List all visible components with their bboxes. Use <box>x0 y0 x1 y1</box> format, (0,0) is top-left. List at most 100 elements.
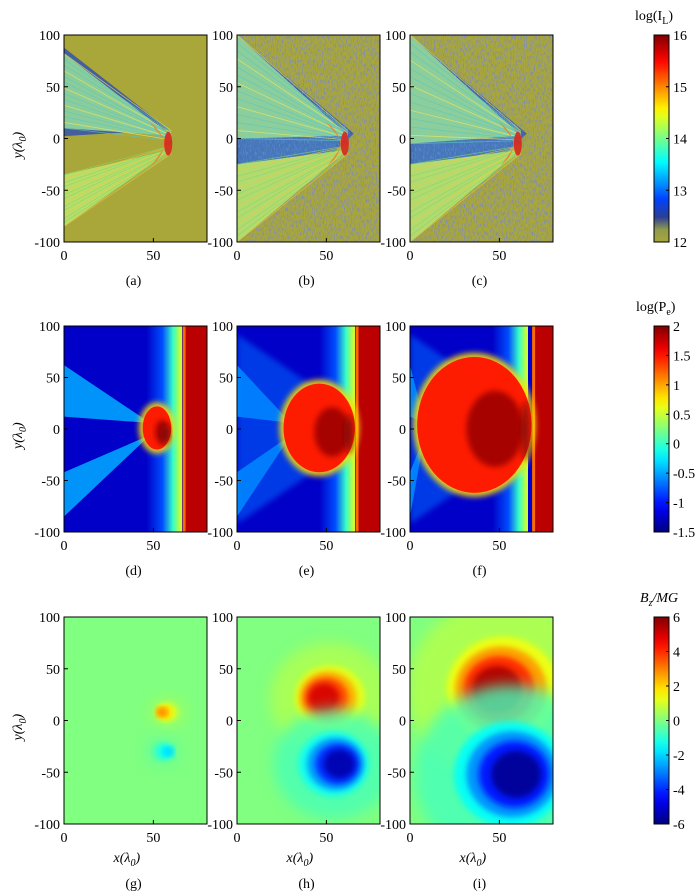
colorbar-label: log(IL) <box>635 9 673 27</box>
beam-streak <box>237 152 349 231</box>
beam-streak <box>64 153 172 227</box>
beam-streak <box>237 42 349 132</box>
y-tick-label: 50 <box>219 663 233 678</box>
colorbar-tick-label: 0 <box>673 715 680 730</box>
beam-streak <box>410 134 521 141</box>
beam-streak <box>237 152 349 237</box>
beam-streak <box>237 82 348 136</box>
panel-caption: (e) <box>299 564 315 579</box>
beam-streak <box>64 59 172 132</box>
colorbar-tick-label: -6 <box>673 818 685 833</box>
panel-caption: (h) <box>298 877 315 892</box>
beam-streak <box>237 150 349 213</box>
panel-caption: (a) <box>126 274 142 289</box>
y-tick-label: 100 <box>385 320 406 335</box>
target-slab <box>185 326 207 532</box>
x-axis-label: x(λ0) <box>459 851 487 869</box>
beam-streak <box>64 53 172 131</box>
x-axis-label: x(λ0) <box>286 851 314 869</box>
y-tick-label: 50 <box>46 81 60 96</box>
beam-streak <box>410 150 522 213</box>
colorbar-tick-label: 15 <box>673 81 687 96</box>
beam-streak <box>410 149 522 207</box>
beam-streak <box>237 149 348 201</box>
beam-streak <box>64 116 172 140</box>
pressure-map <box>410 326 553 532</box>
pressure-map <box>64 326 207 532</box>
panel-caption: (c) <box>472 274 488 289</box>
beam-streak <box>237 58 349 134</box>
beam-streak <box>410 68 522 135</box>
beam-streak <box>237 153 349 242</box>
y-axis-label-text: y(λ0) <box>11 132 29 161</box>
x-tick-label: 0 <box>61 249 68 264</box>
heated-wedge <box>237 334 316 524</box>
focal-peak <box>340 131 349 156</box>
y-tick-label: -50 <box>387 475 406 490</box>
y-tick-label: 100 <box>212 320 233 335</box>
beam-streak <box>64 99 172 138</box>
beam-streak <box>410 43 522 132</box>
colorbar-tick-label: -1 <box>673 497 685 512</box>
y-tick-label: 0 <box>226 133 233 148</box>
panel-caption: (b) <box>298 274 315 289</box>
beam-streak <box>410 35 522 131</box>
x-tick-label: 0 <box>61 539 68 554</box>
negative-field-lobe <box>163 747 174 756</box>
x-tick-label: 50 <box>146 539 160 554</box>
intensity-map <box>237 35 380 242</box>
upper-beam-channel <box>64 365 151 423</box>
beam-streak <box>64 150 172 207</box>
colorbar-tick-label: 2 <box>673 680 680 695</box>
beam-streak <box>237 66 349 135</box>
beam-streak <box>410 153 522 242</box>
x-tick-label: 0 <box>407 249 414 264</box>
beam-streak <box>237 50 349 133</box>
beam-streak <box>410 147 521 189</box>
x-tick-label: 0 <box>407 831 414 846</box>
lower-beam <box>237 149 348 242</box>
y-tick-label: 0 <box>53 133 60 148</box>
beam-streak <box>410 93 521 137</box>
y-tick-label: -50 <box>214 184 233 199</box>
y-tick-label: -100 <box>380 236 406 251</box>
colorbar-2: 2 1.5 1 0.5 0 -0.5 -1 -1.5 log(Pe) <box>636 300 695 541</box>
beam-streak <box>410 152 522 237</box>
upper-beam <box>410 35 521 144</box>
y-tick-label: 0 <box>399 423 406 438</box>
y-axis-label: y(λ0) <box>11 132 29 161</box>
colorbar-tick-label: 1 <box>673 379 680 394</box>
y-axis-label-text: y(λ0) <box>11 422 29 451</box>
y-axis-label: y(λ0) <box>11 422 29 451</box>
intensity-map <box>410 35 553 242</box>
y-tick-label: -100 <box>207 526 233 541</box>
y-tick-label: 0 <box>226 715 233 730</box>
target-slab <box>358 326 380 532</box>
beam-streak <box>237 148 348 195</box>
colorbar-tick-label: 12 <box>673 236 687 251</box>
beam-streak <box>410 109 521 138</box>
hot-front <box>520 400 531 461</box>
panel-caption: (d) <box>125 564 142 579</box>
beam-streak <box>237 35 349 131</box>
beam-streak <box>410 126 521 140</box>
y-tick-label: 100 <box>385 611 406 626</box>
beam-streak <box>64 146 172 184</box>
beam-streak <box>237 145 348 171</box>
beam-streak <box>237 98 348 138</box>
beam-streak <box>410 152 522 231</box>
beam-streak <box>64 122 172 141</box>
focal-hotspot <box>149 121 168 166</box>
beam-streak <box>64 145 172 176</box>
x-tick-label: 50 <box>319 539 333 554</box>
y-tick-label: -50 <box>41 184 60 199</box>
beam-streak <box>64 127 172 142</box>
y-tick-label: 50 <box>219 81 233 96</box>
pressure-map <box>237 326 380 532</box>
beam-streak <box>64 70 172 134</box>
